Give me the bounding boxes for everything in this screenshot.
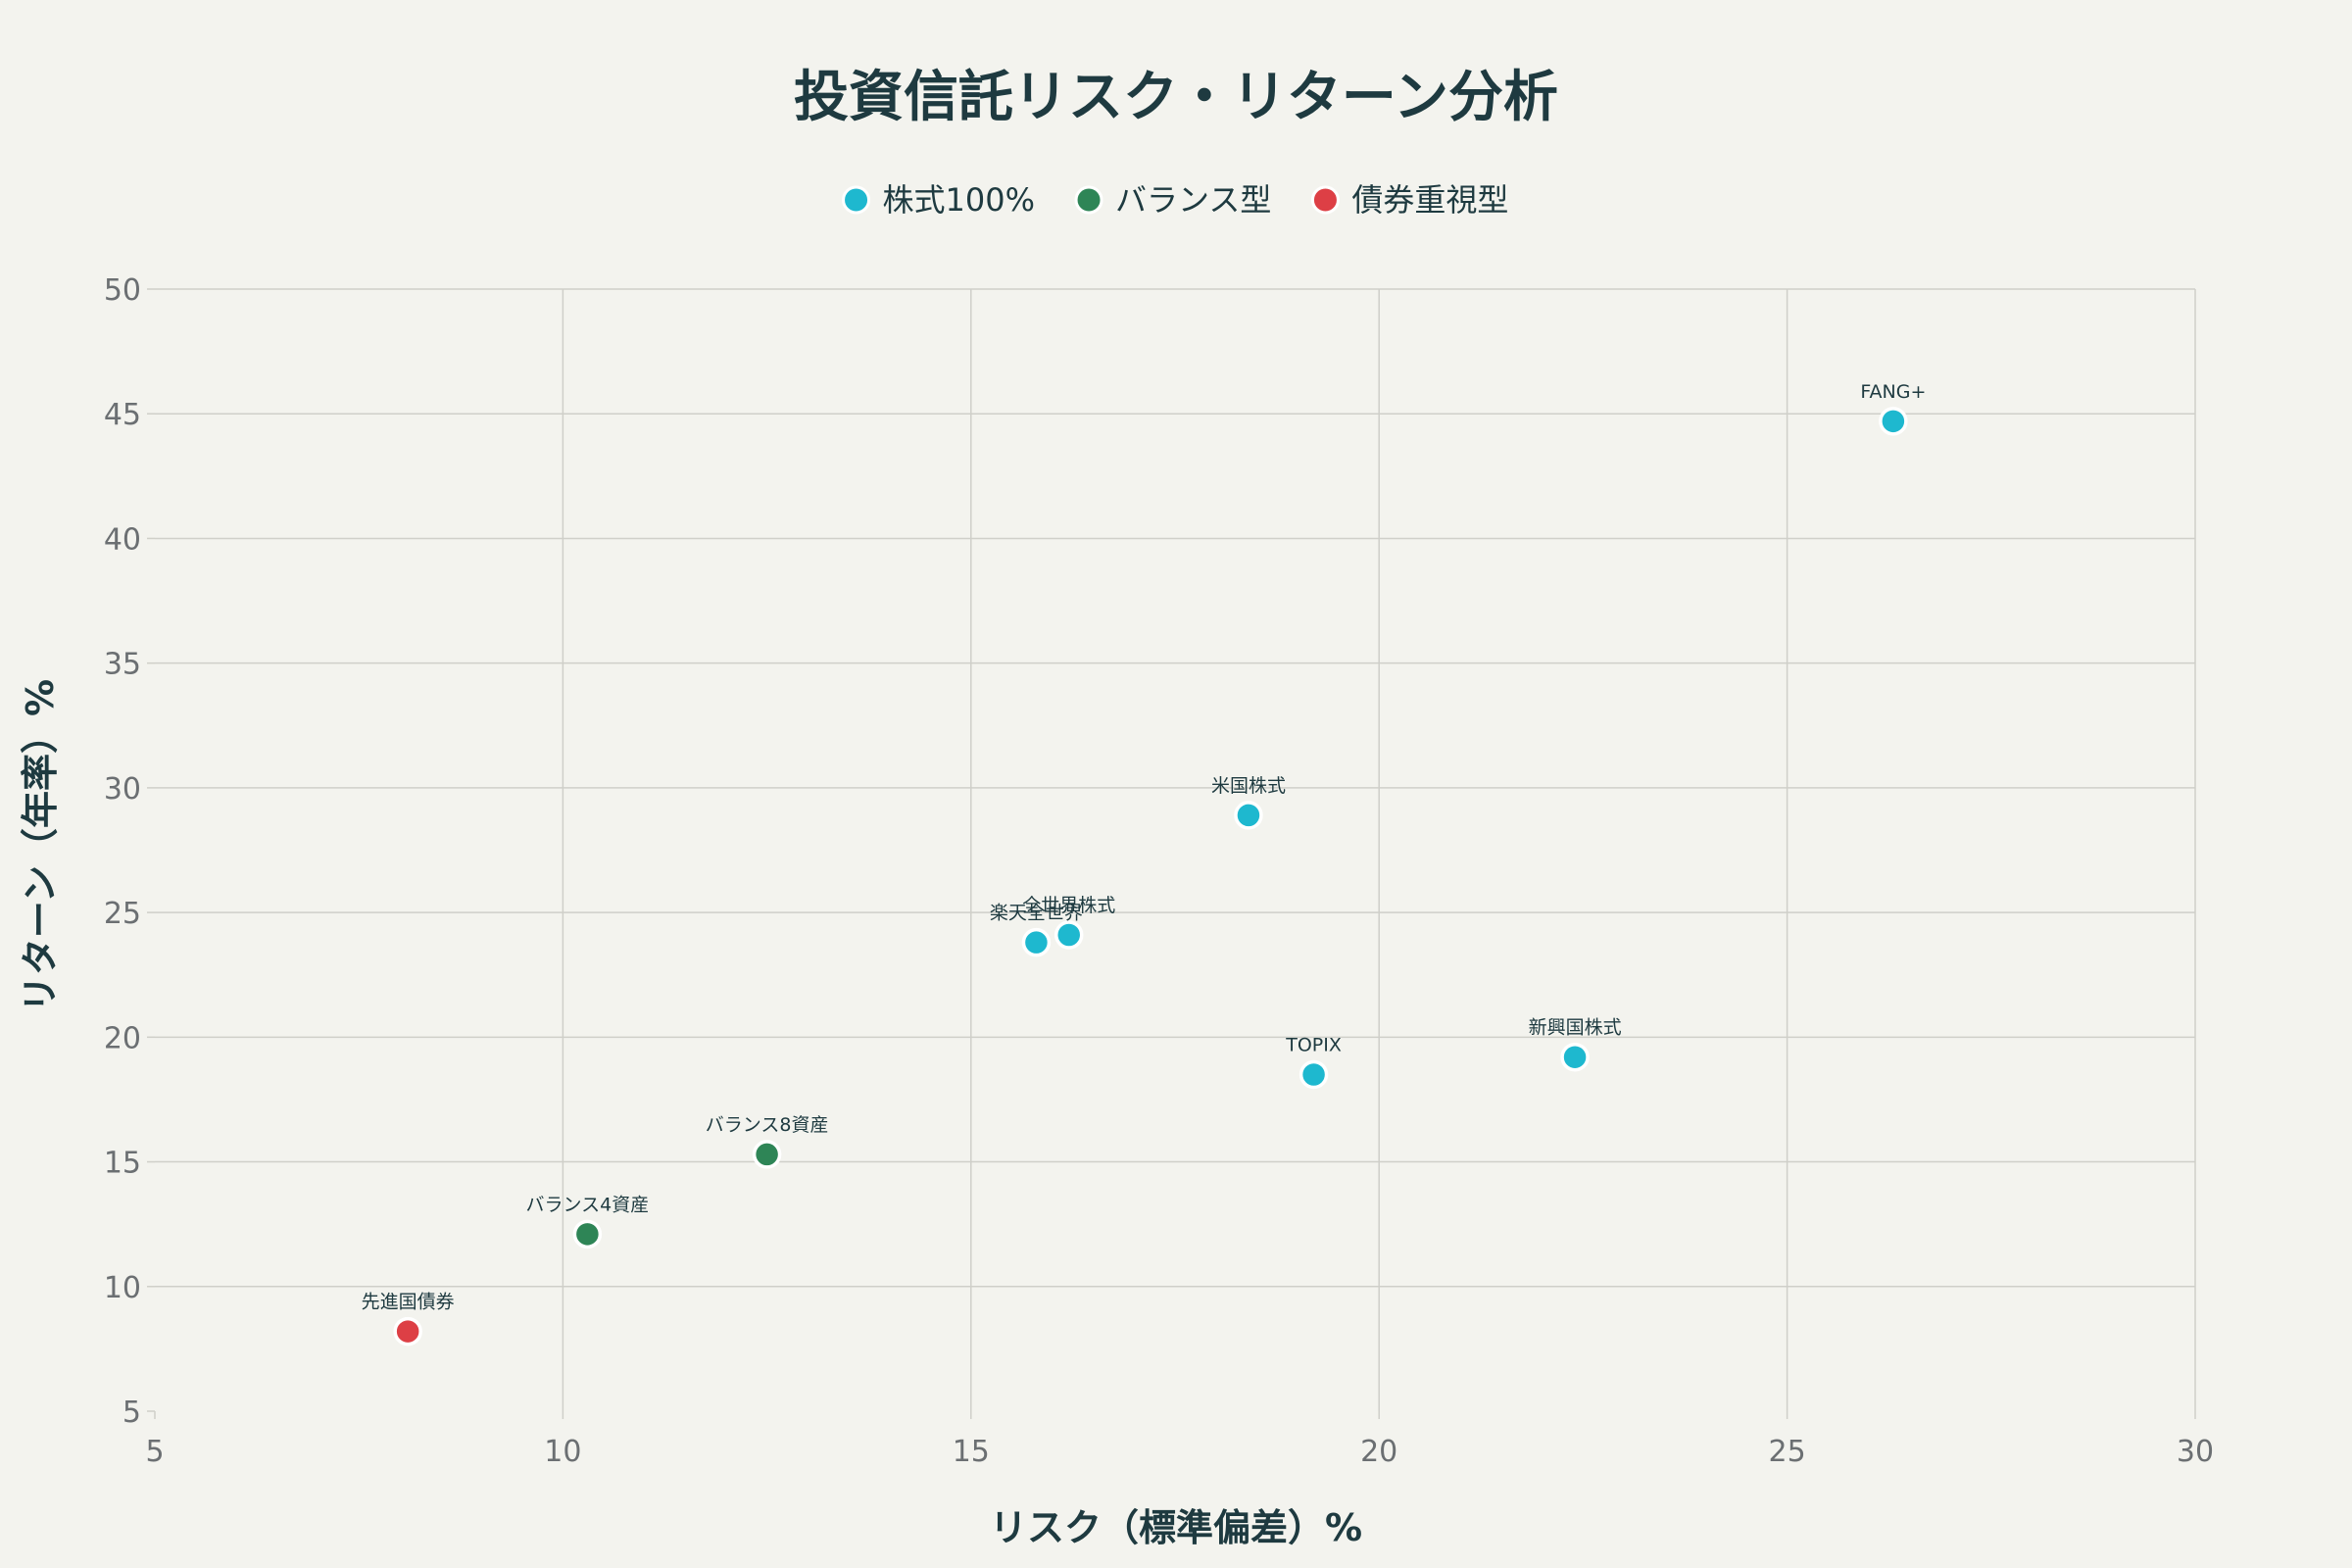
data-point-label: 全世界株式 [1022, 895, 1115, 916]
legend-label: 株式100% [883, 181, 1036, 219]
y-tick-label: 25 [104, 897, 141, 931]
x-tick-label: 10 [544, 1435, 581, 1469]
legend-item: 債券重視型 [1310, 181, 1508, 219]
chart-title: 投資信託リスク・リターン分析 [794, 66, 1558, 129]
legend-label: 債券重視型 [1351, 181, 1508, 219]
legend-label: バランス型 [1115, 181, 1271, 219]
data-point-label: 新興国株式 [1529, 1017, 1622, 1039]
x-tick-label: 5 [145, 1435, 164, 1469]
data-point-label: TOPIX [1285, 1035, 1342, 1056]
y-tick-label: 35 [104, 648, 141, 682]
x-tick-label: 25 [1769, 1435, 1806, 1469]
x-axis-title: リスク（標準偏差）% [990, 1506, 1362, 1549]
data-point-label: バランス8資産 [706, 1114, 829, 1136]
y-tick-label: 45 [104, 398, 141, 432]
legend-marker [1074, 185, 1103, 215]
data-point [1560, 1042, 1590, 1072]
y-tick-label: 40 [104, 522, 141, 557]
legend-marker [1310, 185, 1340, 215]
data-point-label: 先進国債券 [362, 1292, 455, 1313]
data-point [1234, 801, 1263, 830]
data-point [1879, 407, 1908, 436]
y-tick-label: 5 [122, 1396, 141, 1430]
y-tick-label: 10 [104, 1271, 141, 1305]
y-tick-label: 30 [104, 772, 141, 807]
x-tick-label: 15 [953, 1435, 990, 1469]
legend-marker [842, 185, 871, 215]
legend: 株式100% バランス型 債券重視型 [842, 181, 1508, 219]
x-tick-label: 20 [1360, 1435, 1397, 1469]
legend-item: 株式100% [842, 181, 1036, 219]
data-point [1298, 1059, 1329, 1090]
data-point [1021, 927, 1052, 957]
x-tick-label: 30 [2177, 1435, 2214, 1469]
data-point-label: 米国株式 [1211, 775, 1286, 797]
y-tick-label: 20 [104, 1021, 141, 1055]
data-point-label: バランス4資産 [526, 1194, 650, 1215]
data-point [572, 1219, 603, 1250]
data-point [1054, 920, 1084, 950]
legend-item: バランス型 [1074, 181, 1271, 219]
data-point-label: FANG+ [1860, 381, 1926, 403]
y-tick-label: 50 [104, 273, 141, 308]
data-point-label: 楽天全世界 [990, 903, 1083, 924]
y-axis-title: リターン（年率）% [19, 679, 62, 1012]
axes: 5 10 15 20 25 30 35 40 45 50 5 10 15 20 25 30 [104, 273, 2214, 1469]
data-point [393, 1316, 422, 1347]
grid [155, 288, 2196, 1411]
y-tick-label: 15 [104, 1147, 141, 1181]
data-point [752, 1140, 782, 1169]
